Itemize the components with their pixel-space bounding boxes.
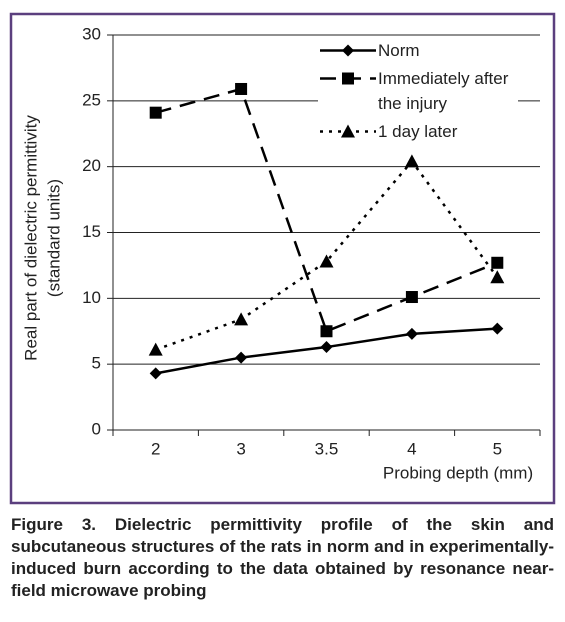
marker	[405, 291, 418, 304]
x-tick-label: 3	[236, 439, 245, 458]
x-tick-label: 4	[407, 439, 416, 458]
marker	[234, 312, 249, 326]
marker	[320, 325, 333, 338]
legend-marker	[342, 44, 354, 57]
legend-item: 1 day later	[318, 119, 518, 144]
x-tick-label: 2	[151, 439, 160, 458]
legend-item: Immediately after the injury	[318, 66, 518, 116]
marker	[319, 254, 334, 268]
marker	[404, 154, 419, 168]
chart: Probing depth (mm) Real part of dielectr…	[9, 12, 556, 505]
marker	[235, 82, 248, 95]
marker	[490, 270, 505, 284]
x-axis-title: Probing depth (mm)	[383, 463, 533, 482]
legend-label: 1 day later	[378, 122, 458, 141]
series-line	[155, 87, 498, 333]
legend-label: Immediately after the injury	[378, 69, 509, 113]
x-tick-label: 3.5	[315, 439, 339, 458]
legend-symbol	[320, 124, 376, 138]
y-tick-label: 15	[82, 222, 101, 241]
legend-symbol	[320, 72, 376, 85]
y-tick-label: 5	[92, 354, 101, 373]
marker	[491, 256, 504, 269]
y-tick-label: 30	[82, 24, 101, 43]
y-tick-label: 20	[82, 156, 101, 175]
marker	[491, 322, 504, 335]
marker	[235, 351, 248, 364]
y-axis-title: (standard units)	[44, 179, 63, 297]
y-tick-label: 25	[82, 90, 101, 109]
legend-marker	[341, 124, 355, 138]
marker	[405, 327, 418, 340]
legend-item: Norm	[318, 38, 518, 63]
legend-label: Norm	[378, 41, 420, 60]
caption: Figure 3. Dielectric permittivity profil…	[11, 515, 554, 600]
marker	[149, 106, 162, 119]
legend-marker	[342, 72, 354, 85]
x-tick-label: 5	[493, 439, 502, 458]
frame	[9, 12, 556, 505]
marker	[148, 342, 163, 356]
legend: Norm Immediately after the injury 1 day la…	[318, 38, 518, 147]
y-tick-label: 10	[82, 288, 101, 307]
marker	[149, 367, 162, 380]
marker	[320, 341, 333, 354]
legend-symbol	[320, 44, 376, 57]
y-axis-title: Real part of dielectric permittivity	[21, 115, 40, 361]
y-tick-label: 0	[92, 419, 101, 438]
